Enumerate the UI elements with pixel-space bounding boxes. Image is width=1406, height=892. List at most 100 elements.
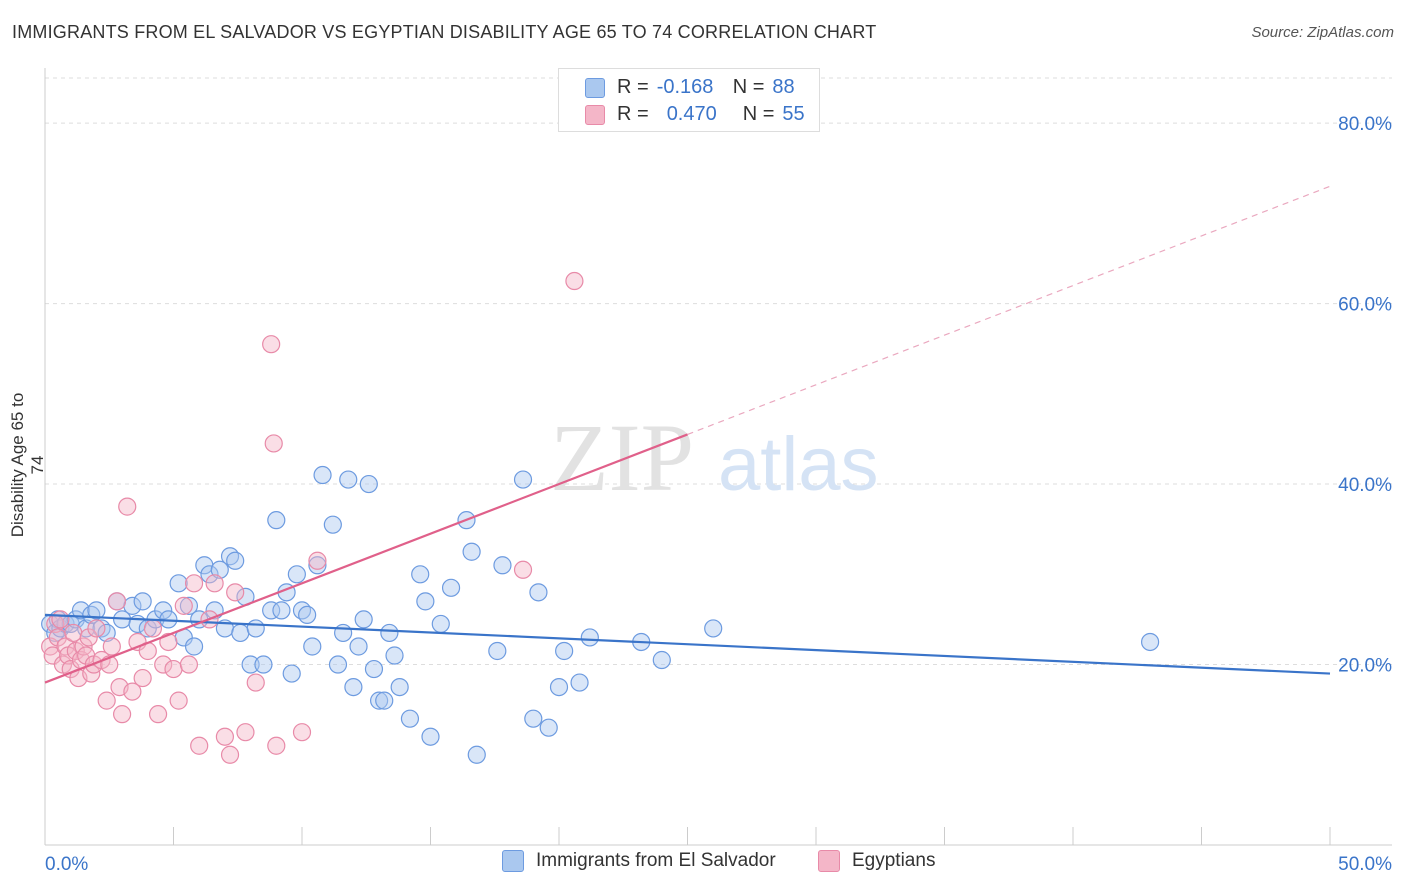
el-salvador-point — [704, 619, 723, 638]
egyptians-point — [174, 596, 193, 615]
el-salvador-point — [339, 470, 358, 489]
egyptians-point — [308, 551, 327, 570]
el-salvador-point — [267, 511, 286, 530]
el-salvador-point — [380, 623, 399, 643]
el-salvador-trendline — [44, 613, 1331, 675]
el-salvador-point — [539, 718, 558, 737]
egyptians-point — [143, 619, 163, 638]
el-salvador-point — [354, 610, 373, 629]
el-salvador-point — [390, 677, 409, 697]
el-salvador-legend-swatch — [502, 850, 524, 872]
el-salvador-point — [370, 691, 389, 710]
chart-title: IMMIGRANTS FROM EL SALVADOR VS EGYPTIAN … — [12, 22, 877, 42]
egyptians-point — [565, 271, 584, 291]
egyptians-legend-swatch — [818, 850, 840, 872]
el-salvador-point — [200, 565, 219, 584]
r-value: -0.168 — [656, 75, 714, 98]
egyptians-point — [236, 723, 255, 742]
el-salvador-point — [652, 650, 671, 670]
watermark-atlas: atlas — [718, 422, 879, 507]
el-salvador-point — [467, 745, 486, 764]
el-salvador-point — [262, 601, 281, 620]
el-salvador-point — [1140, 632, 1160, 652]
egyptians-point — [112, 705, 132, 724]
el-salvador-point — [328, 655, 348, 674]
el-salvador-point — [246, 619, 265, 638]
el-salvador-point — [210, 560, 229, 579]
stats-row-egyptians: R = 0.470 N = 55 — [585, 102, 805, 126]
el-salvador-point — [241, 655, 260, 674]
el-salvador-point — [71, 601, 91, 620]
el-salvador-point — [421, 727, 440, 746]
y-tick-label: 40.0% — [1338, 475, 1392, 496]
egyptians-point — [292, 723, 312, 742]
egyptians-point — [123, 682, 142, 701]
el-salvador-point — [462, 542, 481, 561]
el-salvador-point — [272, 601, 291, 620]
el-salvador-point — [87, 601, 106, 620]
el-salvador-point — [570, 673, 589, 692]
y-tick-label: 80.0% — [1338, 114, 1392, 135]
egyptians-point — [148, 705, 168, 724]
egyptians-point — [267, 736, 286, 755]
el-salvador-point — [298, 605, 317, 625]
stats-row-el-salvador: R = -0.168 N = 88 — [585, 75, 795, 99]
egyptians-point — [169, 691, 188, 710]
egyptians-point — [226, 583, 245, 602]
el-salvador-point — [513, 470, 533, 489]
el-salvador-point — [441, 578, 461, 597]
el-salvador-point — [179, 596, 199, 615]
el-salvador-point — [349, 637, 368, 656]
legend-item-egyptians: Egyptians — [818, 850, 935, 872]
egyptians-point — [118, 497, 137, 516]
el-salvador-point — [231, 623, 250, 643]
el-salvador-point — [334, 623, 353, 643]
n-value: 55 — [782, 102, 805, 125]
egyptians-point — [246, 673, 265, 692]
egyptians-trendline — [44, 433, 688, 684]
el-salvador-point — [184, 637, 204, 656]
r-value: 0.470 — [666, 102, 717, 125]
el-salvador-point — [488, 641, 507, 661]
egyptians-point — [102, 637, 121, 656]
el-salvador-point — [411, 565, 430, 584]
el-salvador-point — [493, 556, 512, 575]
n-label: N = — [742, 102, 775, 125]
egyptians-point — [205, 574, 224, 593]
el-salvador-point — [416, 592, 435, 611]
el-salvador-point — [254, 655, 273, 674]
egyptians-point — [87, 619, 106, 638]
el-salvador-point — [154, 601, 173, 620]
egyptians-point — [51, 610, 70, 629]
n-value: 88 — [772, 75, 795, 98]
el-salvador-point — [308, 556, 327, 575]
el-salvador-point — [549, 677, 569, 697]
stats-legend: R = -0.168 N = 88 R = 0.470 N = 55 — [558, 68, 820, 132]
egyptians-trendline-extension — [687, 185, 1331, 435]
egyptians-point — [190, 736, 209, 755]
egyptians-point — [513, 560, 533, 579]
egyptians-point — [43, 646, 62, 665]
watermark-zip: ZIP — [550, 404, 694, 511]
egyptians-point — [133, 668, 152, 688]
el-salvador-point — [97, 623, 116, 643]
el-salvador-point — [344, 677, 363, 697]
el-salvador-point — [169, 574, 188, 593]
y-tick-label: 60.0% — [1338, 295, 1392, 316]
x-tick-label: 0.0% — [45, 854, 88, 875]
el-salvador-point — [524, 709, 543, 728]
egyptians-point — [264, 434, 283, 453]
egyptians-point — [220, 745, 240, 764]
egyptians-point — [107, 592, 127, 611]
el-salvador-point — [400, 709, 420, 728]
el-salvador-point — [282, 664, 301, 683]
egyptians-point — [184, 574, 204, 593]
egyptians-point — [154, 655, 173, 674]
el-salvador-swatch — [585, 78, 605, 98]
el-salvador-legend-label: Immigrants from El Salvador — [536, 850, 776, 871]
r-label: R = — [617, 102, 649, 125]
el-salvador-point — [364, 659, 384, 679]
x-tick-label: 50.0% — [1338, 854, 1392, 875]
el-salvador-point — [555, 641, 574, 661]
